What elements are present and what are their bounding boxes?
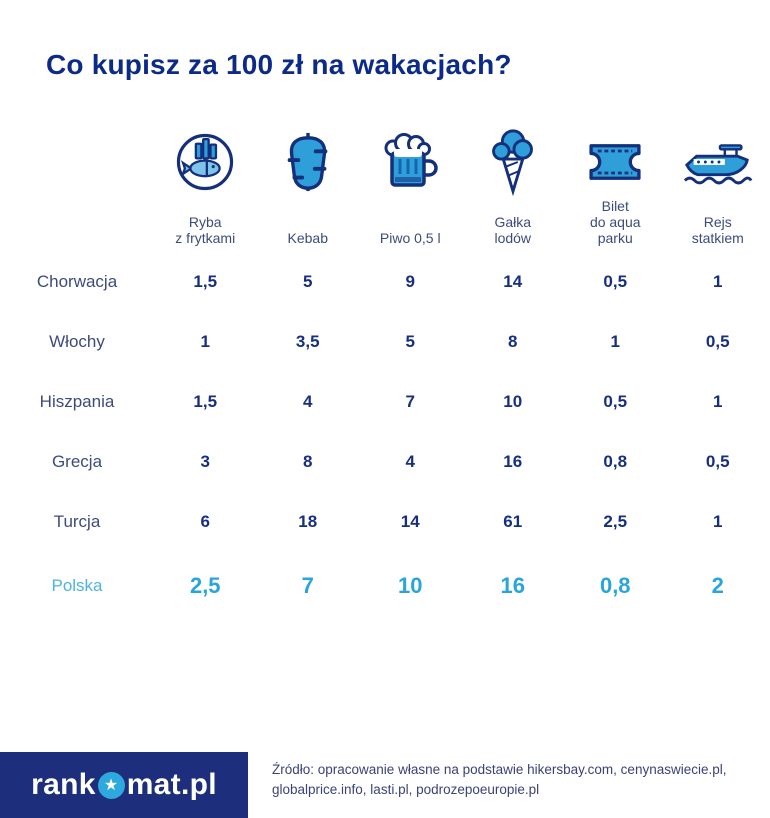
- country-label: Turcja: [53, 512, 101, 531]
- price-value: 5: [405, 332, 415, 351]
- column-labels-row: Ryba z frytkami Kebab Piwo 0,5 l Gałka lodó…: [0, 198, 769, 252]
- price-value: 2: [711, 573, 724, 598]
- price-value: 1: [713, 392, 723, 411]
- price-value: 1: [610, 332, 620, 351]
- price-value: 3: [200, 452, 210, 471]
- price-value: 3,5: [295, 332, 320, 351]
- price-value: 5: [303, 272, 313, 291]
- price-value: 7: [301, 573, 314, 598]
- ticket-icon: [564, 140, 667, 184]
- source-text: Źródło: opracowanie własne na podstawie …: [272, 762, 727, 797]
- boat-icon: [667, 137, 770, 187]
- price-value: 7: [405, 392, 415, 411]
- country-label: Włochy: [49, 332, 105, 351]
- logo-text-right: mat.pl: [126, 768, 217, 801]
- column-label: Kebab: [287, 230, 328, 246]
- table-row: Chorwacja 1,5 5 9 14 0,5 1: [0, 252, 770, 312]
- column-icons-row: [0, 126, 769, 198]
- price-value: 10: [398, 573, 423, 598]
- table-row: Włochy 1 3,5 5 8 1 0,5: [0, 312, 770, 372]
- price-value: 4: [405, 452, 415, 471]
- price-value: 1: [713, 512, 723, 531]
- country-label: Hiszpania: [39, 392, 115, 411]
- kebab-icon: [257, 131, 360, 193]
- page-title: Co kupisz za 100 zł na wakacjach?: [46, 49, 512, 80]
- country-label: Chorwacja: [36, 272, 118, 291]
- price-value: 14: [503, 272, 523, 291]
- price-value: 16: [503, 452, 523, 471]
- price-value: 1: [713, 272, 723, 291]
- table-row: Hiszpania 1,5 4 7 10 0,5 1: [0, 372, 770, 432]
- price-value: 1: [200, 332, 210, 351]
- price-value: 0,5: [705, 332, 730, 351]
- ice-cream-icon: [462, 127, 565, 197]
- fish-and-chips-icon: [154, 130, 257, 194]
- price-value: 2,5: [189, 573, 221, 598]
- column-label: Ryba z frytkami: [175, 214, 236, 246]
- price-value: 0,8: [603, 452, 628, 471]
- price-value: 0,5: [603, 272, 628, 291]
- price-value: 6: [200, 512, 210, 531]
- beer-mug-icon: [359, 131, 462, 193]
- price-value: 1,5: [193, 272, 218, 291]
- price-value: 9: [405, 272, 415, 291]
- price-value: 0,8: [599, 573, 631, 598]
- country-label: Polska: [51, 576, 103, 595]
- price-value: 8: [303, 452, 313, 471]
- table-row: Turcja 6 18 14 61 2,5 1: [0, 492, 770, 552]
- price-value: 18: [298, 512, 318, 531]
- price-value: 16: [500, 573, 525, 598]
- price-value: 10: [503, 392, 523, 411]
- price-value: 0,5: [705, 452, 730, 471]
- column-label: Bilet do aqua parku: [589, 198, 641, 246]
- price-value: 4: [303, 392, 313, 411]
- column-label: Piwo 0,5 l: [379, 230, 441, 246]
- logo-text-left: rank: [31, 768, 96, 801]
- price-value: 2,5: [603, 512, 628, 531]
- country-label: Grecja: [51, 452, 103, 471]
- price-table: Ryba z frytkami Kebab Piwo 0,5 l Gałka lodó…: [0, 126, 770, 620]
- price-value: 0,5: [603, 392, 628, 411]
- rankomat-logo[interactable]: rank ★ mat.pl: [0, 752, 248, 818]
- table-row: Polska 2,5 7 10 16 0,8 2: [0, 552, 770, 620]
- table-row: Grecja 3 8 4 16 0,8 0,5: [0, 432, 770, 492]
- price-value: 14: [400, 512, 420, 531]
- price-value: 8: [508, 332, 518, 351]
- column-label: Rejs statkiem: [691, 214, 744, 246]
- table-body: Chorwacja 1,5 5 9 14 0,5 1 Włochy 1 3,5 5 8 1 0,5 Hisz…: [0, 252, 770, 620]
- column-label: Gałka lodów: [494, 214, 532, 246]
- star-icon: ★: [97, 771, 125, 799]
- price-value: 61: [503, 512, 523, 531]
- price-value: 1,5: [193, 392, 218, 411]
- rankomat-logo-text: rank ★ mat.pl: [31, 768, 217, 802]
